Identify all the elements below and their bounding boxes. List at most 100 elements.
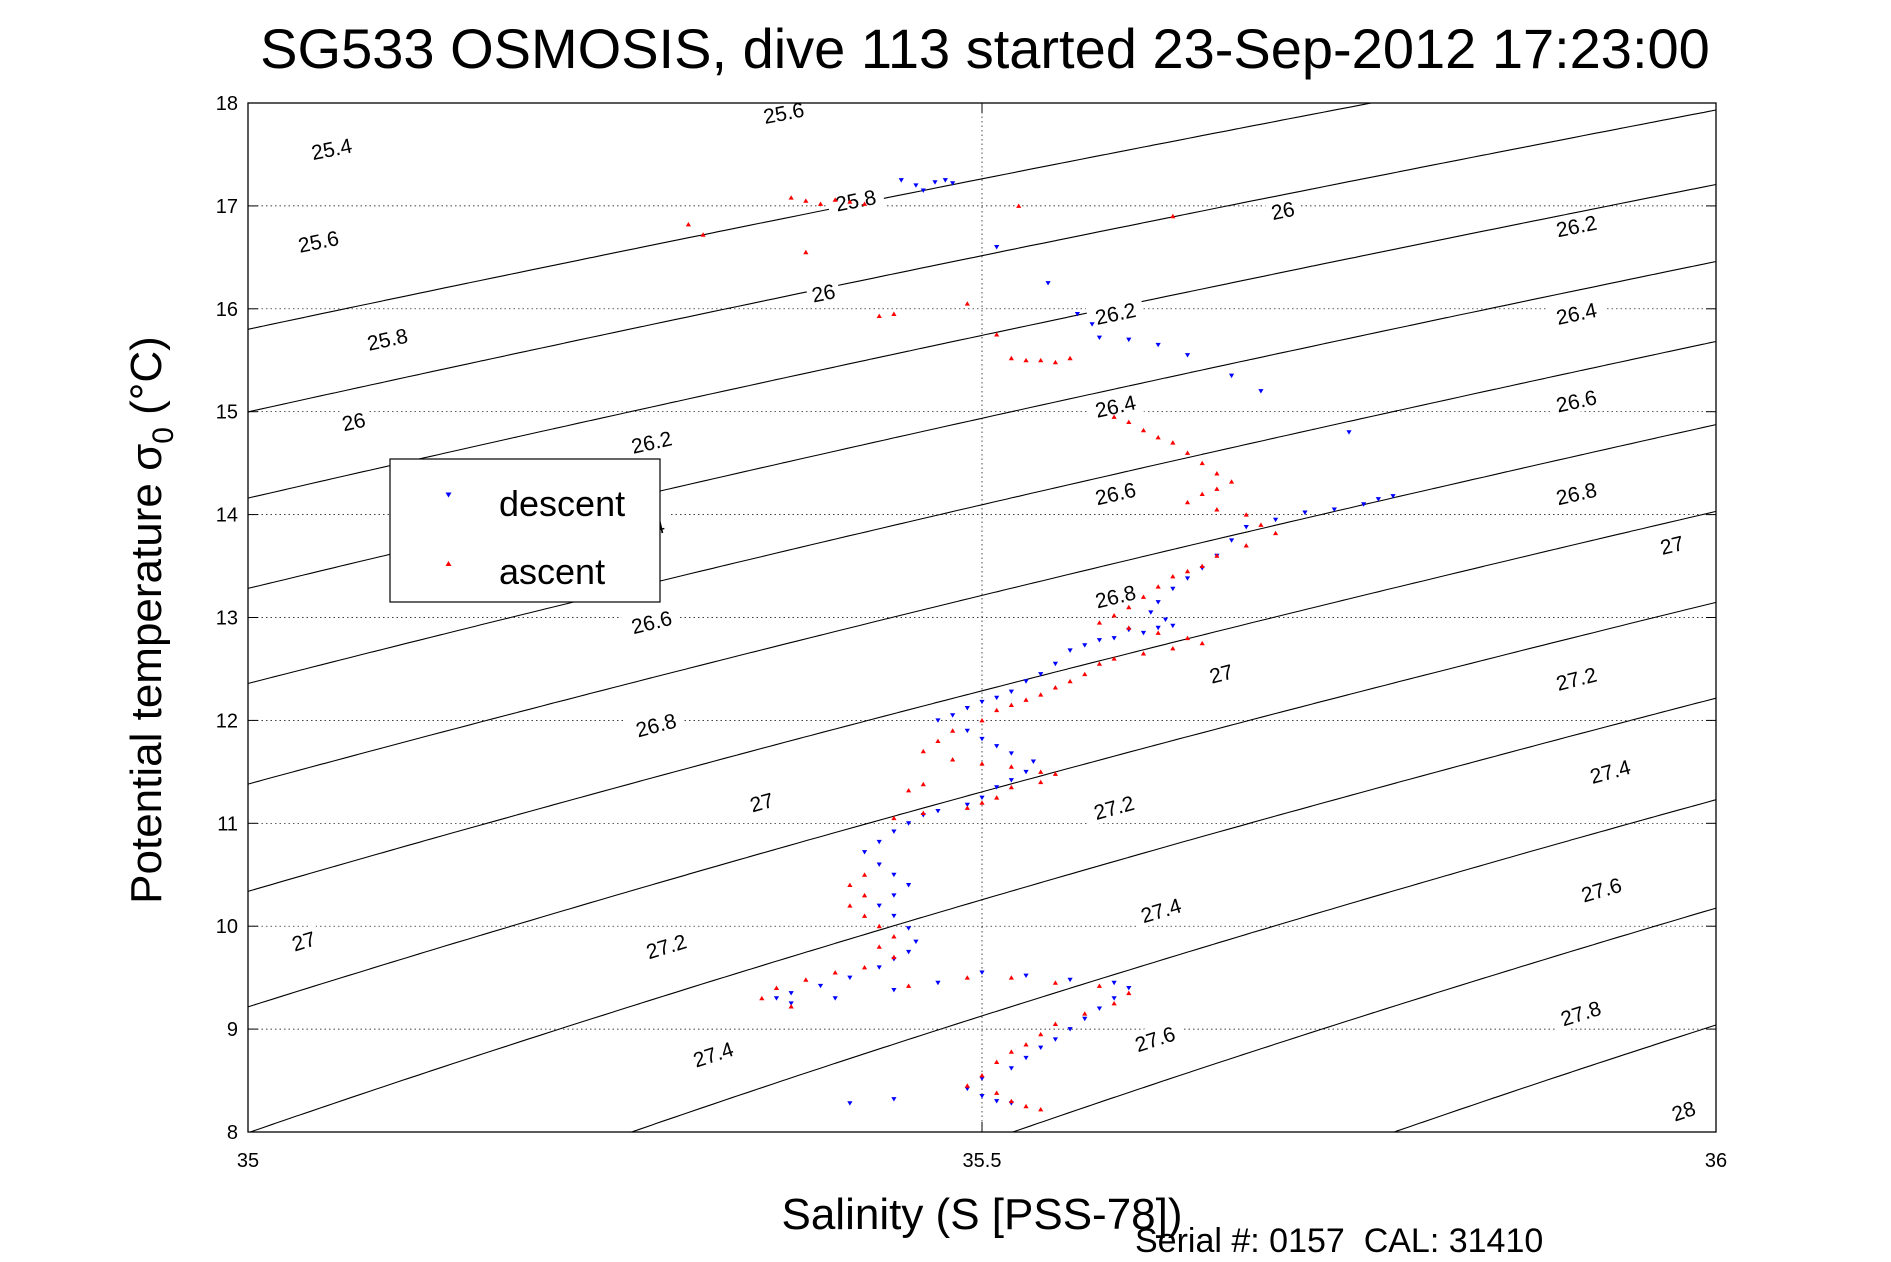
density-contour-26-4	[247, 424, 1717, 785]
descent-point	[920, 188, 926, 193]
ascent-point	[861, 913, 868, 918]
ascent-point	[1008, 1098, 1014, 1104]
ascent-point	[1184, 635, 1191, 641]
x-tick-label: 35	[237, 1150, 259, 1172]
descent-point	[964, 728, 970, 734]
density-contour-27-2	[631, 799, 1717, 1133]
contour-label-bg	[1130, 890, 1192, 930]
ascent-point	[920, 781, 926, 787]
descent-point	[876, 903, 882, 909]
descent-point	[994, 744, 1000, 749]
ascent-point	[1126, 419, 1132, 424]
ascent-point	[1243, 512, 1249, 517]
descent-point	[935, 718, 941, 723]
y-tick-label: 8	[227, 1122, 238, 1144]
ascent-point	[759, 995, 765, 1001]
ascent-point	[1214, 471, 1220, 476]
descent-point	[1162, 617, 1169, 622]
ascent-point	[979, 718, 985, 723]
ascent-point	[1052, 771, 1058, 776]
ascent-point	[876, 923, 882, 929]
ascent-point	[1126, 604, 1132, 610]
y-axis-label: Potential temperature σ0 (°C)	[122, 336, 180, 904]
ascent-point	[685, 222, 691, 227]
ascent-point	[1199, 491, 1205, 497]
ascent-point	[1184, 450, 1191, 455]
y-axis-label-text: Potential temperature	[122, 483, 171, 904]
y-tick-label: 18	[216, 93, 238, 115]
descent-point	[788, 991, 794, 996]
descent-point	[1258, 389, 1264, 394]
contour-label: 26.4	[1085, 387, 1146, 424]
ascent-point	[803, 977, 809, 982]
descent-point	[935, 980, 941, 986]
ascent-point	[1170, 213, 1176, 219]
descent-point	[847, 975, 853, 981]
contour-label-bg	[357, 321, 418, 357]
density-contour-26-6	[247, 510, 1717, 892]
descent-point	[1243, 524, 1249, 530]
descent-point	[1273, 517, 1279, 523]
contour-label-bg	[1653, 529, 1691, 560]
ascent-point	[1008, 355, 1014, 361]
ascent-point	[994, 707, 1000, 713]
ascent-point	[1199, 640, 1205, 646]
contour-label-bg	[284, 924, 323, 957]
ascent-point	[1155, 630, 1161, 635]
contour-label-text: 26	[1269, 198, 1296, 225]
descent-point	[994, 1099, 1000, 1104]
contour-label: 26	[1264, 195, 1301, 225]
ascent-point	[920, 748, 926, 754]
ascent-point	[1214, 486, 1220, 491]
density-contour-26-8	[247, 601, 1717, 1008]
descent-point	[1155, 600, 1161, 605]
y-tick-label: 9	[227, 1019, 238, 1041]
x-tick-label: 35.5	[963, 1150, 1002, 1172]
descent-point	[1089, 322, 1095, 327]
ascent-point	[1038, 357, 1044, 363]
ascent-point	[1155, 435, 1161, 440]
ascent-point	[1008, 784, 1014, 790]
contour-label-bg	[1570, 869, 1632, 909]
ascent-point	[1126, 990, 1132, 996]
descent-point	[1096, 638, 1103, 643]
ascent-point	[1038, 692, 1044, 697]
data-points	[685, 178, 1396, 1112]
ascent-point	[1199, 460, 1205, 466]
ascent-point	[1214, 507, 1220, 512]
ascent-point	[803, 249, 809, 255]
ascent-point	[994, 795, 1000, 800]
x-axis-label: Salinity (S [PSS-78])	[781, 1190, 1182, 1239]
legend-descent-marker	[445, 492, 452, 498]
descent-point	[891, 872, 897, 878]
descent-point	[979, 970, 985, 975]
contour-label-bg	[1546, 295, 1607, 331]
descent-point	[891, 893, 897, 898]
descent-point	[1074, 311, 1081, 317]
contour-label-bg	[621, 603, 682, 641]
ascent-point	[1140, 594, 1147, 599]
descent-point	[1111, 996, 1117, 1001]
ascent-point	[1016, 203, 1022, 208]
descent-point	[994, 695, 1000, 701]
descent-point	[1170, 623, 1176, 629]
contour-label-bg	[1085, 387, 1146, 424]
contour-label-bg	[1546, 475, 1607, 512]
ascent-point	[994, 332, 1000, 337]
legend-ascent-label: ascent	[499, 551, 605, 592]
ascent-point	[1023, 1042, 1029, 1047]
ascent-point	[1038, 779, 1044, 785]
ascent-point	[964, 805, 970, 810]
ascent-point	[1199, 563, 1205, 569]
descent-point	[1111, 980, 1117, 986]
contour-label-bg	[335, 405, 372, 437]
contour-label: 27	[1653, 529, 1691, 560]
descent-point	[950, 181, 956, 186]
descent-point	[935, 808, 941, 814]
descent-point	[964, 706, 970, 711]
descent-point	[906, 883, 912, 888]
descent-point	[891, 1097, 897, 1102]
contour-label-bg	[635, 926, 697, 966]
descent-point	[1170, 586, 1176, 592]
ascent-point	[979, 761, 985, 766]
